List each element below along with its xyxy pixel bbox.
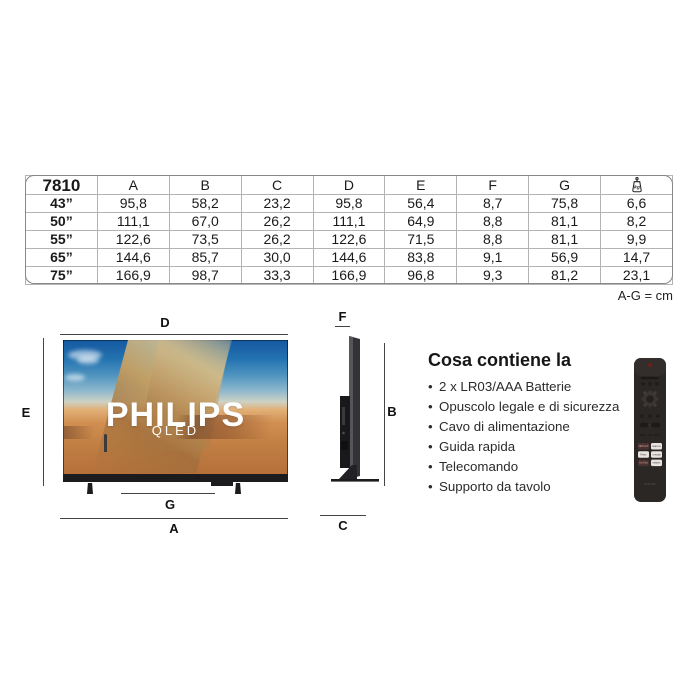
- svg-text:YouTube: YouTube: [639, 463, 649, 465]
- svg-text:kg: kg: [634, 185, 640, 191]
- svg-text:SEARCH: SEARCH: [652, 445, 661, 448]
- svg-text:rakuten: rakuten: [653, 462, 661, 465]
- svg-text:STREAM: STREAM: [652, 453, 661, 456]
- svg-text:Prime: Prime: [641, 453, 648, 456]
- svg-text:NETFLIX: NETFLIX: [639, 445, 649, 448]
- svg-text:PHILIPS: PHILIPS: [644, 482, 656, 486]
